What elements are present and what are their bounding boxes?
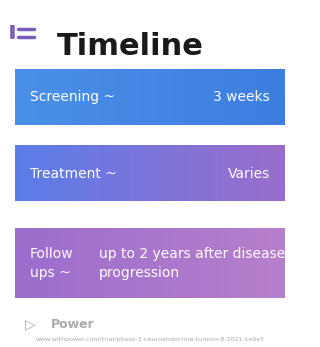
Text: Follow: Follow <box>30 247 74 261</box>
Text: progression: progression <box>99 266 180 280</box>
Text: up to 2 years after disease: up to 2 years after disease <box>99 247 285 261</box>
Text: Treatment ~: Treatment ~ <box>30 167 117 180</box>
Text: 3 weeks: 3 weeks <box>213 90 270 104</box>
Text: Power: Power <box>51 318 95 331</box>
Text: www.withpower.com/trial/phase-3-neuroendocrine-tumors-8-2021-1e9e5: www.withpower.com/trial/phase-3-neuroend… <box>36 337 264 342</box>
Text: Varies: Varies <box>228 167 270 180</box>
Text: ▷: ▷ <box>25 318 35 331</box>
Text: Timeline: Timeline <box>57 32 204 61</box>
Text: Screening ~: Screening ~ <box>30 90 115 104</box>
Text: ups ~: ups ~ <box>30 266 71 280</box>
FancyBboxPatch shape <box>10 25 15 39</box>
